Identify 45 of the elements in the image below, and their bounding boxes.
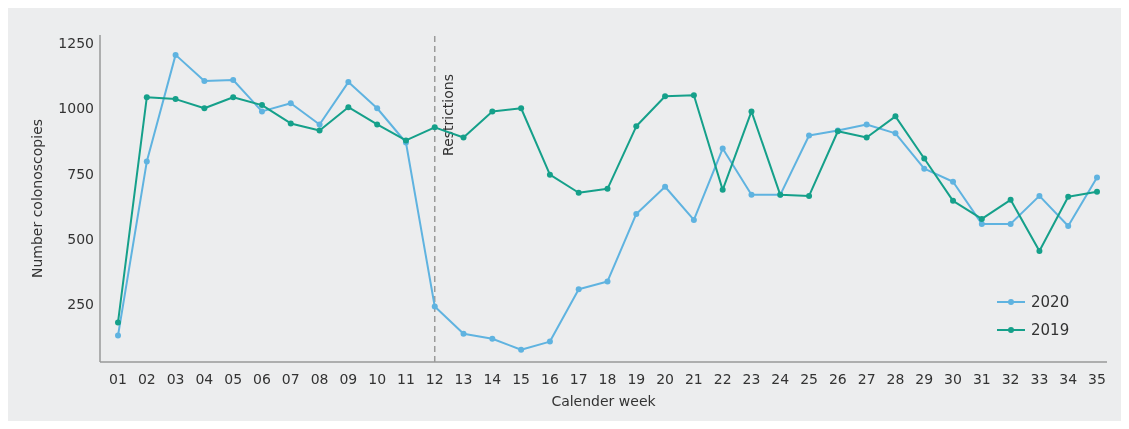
x-tick-label: 32 [1001, 371, 1020, 387]
x-tick-label: 12 [425, 371, 444, 387]
x-tick-label: 26 [828, 371, 847, 387]
x-tick-label: 31 [972, 371, 991, 387]
x-tick-label: 13 [454, 371, 473, 387]
x-tick-label: 28 [886, 371, 905, 387]
x-tick-label: 11 [397, 371, 415, 387]
x-tick-label: 10 [368, 371, 387, 387]
x-tick-label: 17 [569, 371, 588, 387]
x-tick-label: 21 [684, 371, 703, 387]
y-tick-label: 500 [67, 230, 94, 247]
x-tick-label: 29 [915, 371, 934, 387]
y-axis-title: Number colonoscopies [29, 118, 45, 279]
y-tick-label: 250 [67, 296, 94, 313]
x-tick-label: 05 [224, 371, 243, 387]
x-tick-label: 14 [483, 371, 502, 387]
x-tick-label: 35 [1088, 371, 1106, 387]
x-tick-label: 23 [742, 371, 761, 387]
y-tick-label: 1250 [58, 34, 94, 51]
y-tick-label: 1000 [58, 100, 94, 117]
x-tick-label: 34 [1059, 371, 1078, 387]
x-tick-label: 18 [598, 371, 617, 387]
x-tick-label: 06 [253, 371, 271, 387]
x-tick-label: 22 [713, 371, 732, 387]
x-tick-label: 04 [195, 371, 214, 387]
x-tick-label: 15 [512, 371, 531, 387]
y-tick-label: 750 [67, 165, 94, 182]
x-tick-label: 19 [627, 371, 646, 387]
x-tick-label: 03 [166, 371, 185, 387]
x-axis-title: Calender week [551, 393, 657, 409]
x-tick-label: 24 [771, 371, 790, 387]
x-tick-label: 01 [109, 371, 127, 387]
legend-label: 2019 [1031, 321, 1070, 340]
x-tick-label: 08 [310, 371, 329, 387]
x-tick-label: 20 [656, 371, 674, 387]
x-tick-label: 27 [857, 371, 876, 387]
x-tick-label: 07 [281, 371, 300, 387]
legend-label: 2020 [1031, 293, 1070, 312]
x-tick-label: 25 [800, 371, 818, 387]
ref-line-label: Restrictions [439, 74, 456, 156]
x-tick-label: 02 [137, 371, 156, 387]
x-tick-label: 33 [1030, 371, 1049, 387]
x-tick-label: 09 [339, 371, 358, 387]
x-tick-label: 16 [541, 371, 559, 387]
x-tick-label: 30 [944, 371, 962, 387]
